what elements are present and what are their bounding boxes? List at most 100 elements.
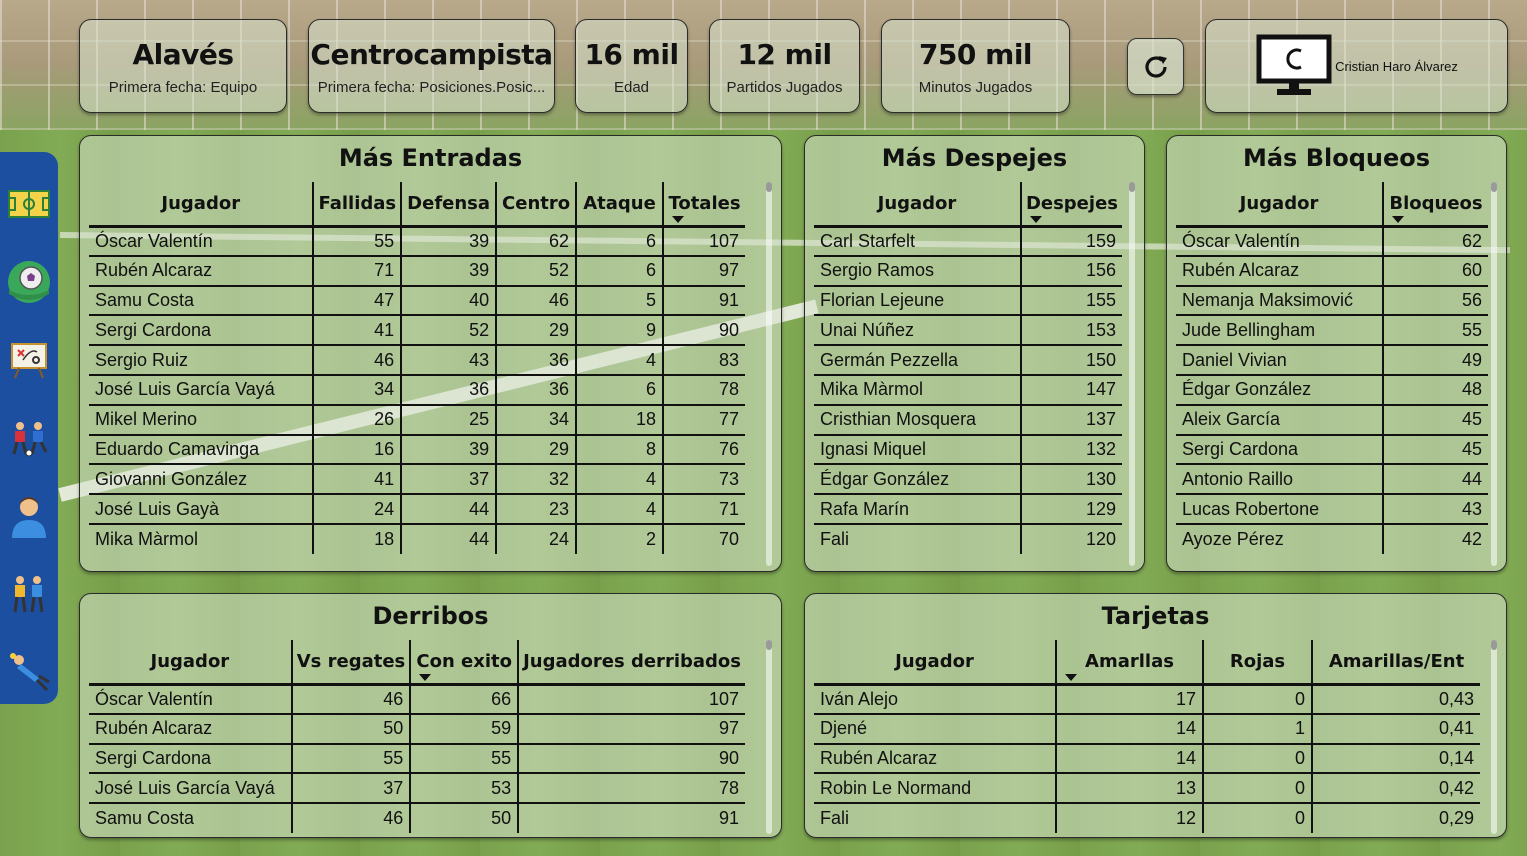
player-avatar-icon[interactable] — [7, 494, 51, 538]
scrollbar[interactable] — [1491, 640, 1497, 834]
goalkeeper-icon[interactable] — [7, 650, 51, 694]
column-header[interactable]: Totales — [661, 182, 745, 228]
table-row[interactable]: Rubén Alcaraz 14 0 0,14 — [814, 742, 1480, 774]
table-row[interactable]: Mikel Merino 26 25 34 18 77 — [89, 403, 745, 435]
table-row[interactable]: Ayoze Pérez 42 — [1176, 522, 1488, 554]
table-row[interactable]: Rubén Alcaraz 71 39 52 6 97 — [89, 254, 745, 286]
column-header[interactable]: Jugador — [89, 182, 314, 228]
column-header[interactable]: Jugador — [1176, 182, 1383, 228]
table-row[interactable]: Cristhian Mosquera 137 — [814, 403, 1122, 435]
column-header[interactable]: Ataque — [575, 182, 663, 228]
column-header[interactable]: Jugadores derribados — [517, 640, 745, 686]
table-row[interactable]: Antonio Raillo 44 — [1176, 463, 1488, 495]
stat-cell: 43 — [1382, 493, 1488, 524]
table-row[interactable]: Giovanni González 41 37 32 4 73 — [89, 463, 745, 495]
table-row[interactable]: Daniel Vivian 49 — [1176, 344, 1488, 375]
refresh-icon — [1144, 55, 1167, 78]
column-header[interactable]: Jugador — [814, 182, 1021, 228]
bloqueos-table: Jugador Bloqueos Óscar Valentín 62 Rubén A… — [1176, 182, 1488, 554]
table-row[interactable]: Édgar González 48 — [1176, 373, 1488, 405]
stat-cell: 36 — [495, 344, 577, 375]
table-row[interactable]: Sergio Ruiz 46 43 36 4 83 — [89, 344, 745, 375]
table-row[interactable]: Florian Lejeune 155 — [814, 284, 1122, 316]
table-row[interactable]: José Luis García Vayá 34 36 36 6 78 — [89, 373, 745, 405]
table-row[interactable]: Samu Costa 46 50 91 — [89, 802, 745, 833]
scrollbar[interactable] — [1129, 182, 1135, 566]
table-row[interactable]: Fali 12 0 0,29 — [814, 802, 1480, 833]
table-row[interactable]: Mika Màrmol 18 44 24 2 70 — [89, 522, 745, 554]
table-row[interactable]: José Luis García Vayá 37 53 78 — [89, 772, 745, 804]
column-header[interactable]: Con exito — [409, 640, 519, 686]
table-row[interactable]: Nemanja Maksimović 56 — [1176, 284, 1488, 316]
player-name-cell: Mikel Merino — [89, 403, 314, 435]
scrollbar[interactable] — [766, 182, 772, 566]
stat-cell: 53 — [409, 772, 519, 804]
column-header[interactable]: Vs regates — [290, 640, 411, 686]
stat-cell: 50 — [409, 802, 519, 833]
scrollbar[interactable] — [1491, 182, 1497, 566]
table-row[interactable]: José Luis Gayà 24 44 23 4 71 — [89, 493, 745, 524]
stat-cell: 0 — [1202, 802, 1312, 833]
kpi-label: Edad — [613, 78, 650, 96]
column-header[interactable]: Jugador — [89, 640, 292, 686]
column-header[interactable]: Amarllas — [1055, 640, 1203, 686]
table-row[interactable]: Unai Núñez 153 — [814, 314, 1122, 346]
player-name-cell: Daniel Vivian — [1176, 344, 1383, 375]
table-row[interactable]: Rubén Alcaraz 50 59 97 — [89, 712, 745, 744]
table-row[interactable]: Rubén Alcaraz 60 — [1176, 254, 1488, 286]
table-row[interactable]: Aleix García 45 — [1176, 403, 1488, 435]
table-row[interactable]: Djené 14 1 0,41 — [814, 712, 1480, 744]
brand-card: Cristian Haro Álvarez — [1205, 19, 1508, 113]
stat-cell: 59 — [409, 712, 519, 744]
table-row[interactable]: Fali 120 — [814, 522, 1122, 554]
table-row[interactable]: Eduardo Camavinga 16 39 29 8 76 — [89, 433, 745, 465]
column-header[interactable]: Despejes — [1019, 182, 1122, 228]
table-row[interactable]: Ignasi Miquel 132 — [814, 433, 1122, 465]
player-name-cell: José Luis García Vayá — [89, 772, 292, 804]
table-row[interactable]: Samu Costa 47 40 46 5 91 — [89, 284, 745, 316]
table-row[interactable]: Iván Alejo 17 0 0,43 — [814, 683, 1480, 714]
table-row[interactable]: Germán Pezzella 150 — [814, 344, 1122, 375]
scrollbar[interactable] — [766, 640, 772, 834]
stat-cell: 66 — [409, 683, 519, 714]
stat-cell: 90 — [517, 742, 745, 774]
column-header[interactable]: Defensa — [400, 182, 497, 228]
player-name-cell: Rubén Alcaraz — [89, 712, 292, 744]
table-row[interactable]: Óscar Valentín 55 39 62 6 107 — [89, 225, 745, 256]
column-header[interactable]: Jugador — [814, 640, 1056, 686]
stat-cell: 0,29 — [1311, 802, 1480, 833]
column-header[interactable]: Centro — [495, 182, 577, 228]
field-icon[interactable] — [7, 182, 51, 226]
column-header[interactable]: Rojas — [1202, 640, 1312, 686]
table-row[interactable]: Sergi Cardona 55 55 90 — [89, 742, 745, 774]
player-name-cell: Sergi Cardona — [89, 742, 292, 774]
table-row[interactable]: Rafa Marín 129 — [814, 493, 1122, 524]
table-row[interactable]: Sergi Cardona 41 52 29 9 90 — [89, 314, 745, 346]
player-name-cell: Lucas Robertone — [1176, 493, 1383, 524]
stat-cell: 55 — [290, 742, 411, 774]
column-header[interactable]: Amarillas/Ent — [1311, 640, 1480, 686]
stat-cell: 97 — [661, 254, 745, 286]
column-header[interactable]: Fallidas — [312, 182, 402, 228]
refresh-button[interactable] — [1127, 38, 1184, 95]
table-row[interactable]: Óscar Valentín 62 — [1176, 225, 1488, 256]
team-icon[interactable] — [7, 572, 51, 616]
table-row[interactable]: Édgar González 130 — [814, 463, 1122, 495]
table-row[interactable]: Sergi Cardona 45 — [1176, 433, 1488, 465]
table-row[interactable]: Jude Bellingham 55 — [1176, 314, 1488, 346]
tactics-board-icon[interactable] — [7, 338, 51, 382]
player-name-cell: Florian Lejeune — [814, 284, 1021, 316]
column-header[interactable]: Bloqueos — [1382, 182, 1488, 228]
table-row[interactable]: Lucas Robertone 43 — [1176, 493, 1488, 524]
player-name-cell: Rafa Marín — [814, 493, 1021, 524]
table-row[interactable]: Sergio Ramos 156 — [814, 254, 1122, 286]
table-row[interactable]: Robin Le Normand 13 0 0,42 — [814, 772, 1480, 804]
player-name-cell: Samu Costa — [89, 284, 314, 316]
table-row[interactable]: Mika Màrmol 147 — [814, 373, 1122, 405]
table-row[interactable]: Óscar Valentín 46 66 107 — [89, 683, 745, 714]
table-row[interactable]: Carl Starfelt 159 — [814, 225, 1122, 256]
panel-title: Más Bloqueos — [1242, 144, 1431, 172]
ball-icon[interactable] — [7, 260, 51, 304]
players-icon[interactable] — [7, 416, 51, 460]
stat-cell: 0,43 — [1311, 683, 1480, 714]
